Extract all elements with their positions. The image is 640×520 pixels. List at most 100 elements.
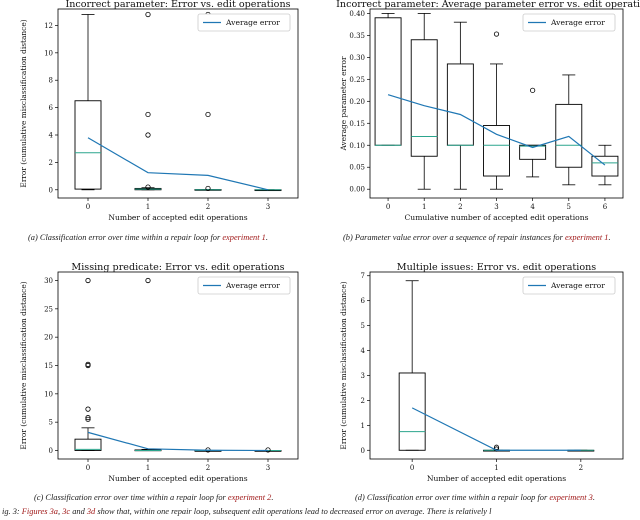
outlier-point [145,111,151,118]
x-tick-label: 6 [603,203,608,211]
y-tick-label: 4 [361,347,366,355]
caption-c-ref[interactable]: experiment 2 [227,493,272,502]
x-axis-label: Cumulative number of accepted edit opera… [405,213,589,222]
legend-label: Average error [550,18,605,27]
x-tick-label: 0 [410,464,414,472]
x-tick-label: 3 [266,203,270,211]
y-axis-label: Error (cumulative misclassification dist… [19,281,28,449]
footer-prefix: ig. 3: [2,507,22,516]
y-tick-label: 0.15 [349,120,365,128]
plot-frame [369,271,624,460]
box-0 [374,12,402,146]
caption-c-end: . [271,493,274,502]
box-4 [519,87,547,178]
y-tick-label: 10 [44,390,53,398]
legend-label: Average error [225,18,280,27]
footer-ref-3d[interactable]: 3d [86,507,96,516]
outlier-point [493,31,500,37]
box-0 [74,277,102,451]
box-0 [74,14,102,191]
y-tick-label: 0.10 [349,142,365,150]
legend-label: Average error [225,281,280,290]
y-tick-label: 0 [49,186,53,194]
outlier-point [145,11,151,18]
y-tick-label: 25 [44,305,53,313]
caption-c-label: (c) Classification error over time withi… [34,493,228,502]
footer-sep2: and [70,507,87,516]
caption-c: (c) Classification error over time withi… [34,493,273,502]
x-tick-label: 1 [494,464,498,472]
y-tick-label: 12 [44,22,53,30]
outlier-point [85,406,91,412]
y-tick-label: 5 [49,419,53,427]
x-tick-label: 3 [494,203,498,211]
box-2 [194,11,222,192]
footer-ref-3a[interactable]: Figures 3a [21,507,58,516]
y-tick-label: 0 [49,447,53,455]
box-iqr [555,103,583,168]
y-tick-label: 2 [361,397,365,405]
box-6 [591,144,619,186]
box-1 [134,11,162,191]
outlier-point [85,361,91,367]
outlier-point [85,277,91,284]
plot-frame [57,8,299,199]
legend-label: Average error [550,281,605,290]
legend-box [522,13,616,32]
box-3 [483,31,510,190]
x-axis-label: Number of accepted edit operations [427,474,566,483]
caption-b-ref[interactable]: experiment 1 [564,233,609,242]
box-iqr [74,100,102,190]
legend-box [197,13,291,32]
average-error-line [87,137,269,191]
outlier-point [145,184,151,190]
caption-d: (d) Classification error over time withi… [355,493,595,502]
caption-a-ref[interactable]: experiment 1 [222,233,266,242]
y-tick-label: 30 [44,277,53,285]
legend-box [197,276,291,295]
plot-frame [57,271,299,460]
y-tick-label: 10 [44,49,53,57]
average-error-line [387,94,606,166]
y-tick-label: 3 [361,372,365,380]
figure-footer: ig. 3: Figures 3a, 3c and 3d show that, … [2,507,640,516]
x-tick-label: 2 [206,464,210,472]
y-tick-label: 7 [361,272,365,280]
caption-a-label: (a) Classification error over time withi… [28,233,223,242]
caption-b-end: . [608,233,611,242]
y-tick-label: 5 [361,322,365,330]
y-tick-label: 0.05 [349,164,365,172]
outlier-point [145,132,151,138]
chart-title: Incorrect parameter: Error vs. edit oper… [65,0,290,10]
x-axis-label: Number of accepted edit operations [108,474,247,483]
y-tick-label: 4 [49,132,54,140]
y-axis-label: Error (cumulative misclassification dist… [19,19,28,187]
x-tick-label: 1 [422,203,426,211]
caption-d-ref[interactable]: experiment 3 [549,493,593,502]
y-tick-label: 0.25 [349,76,365,84]
y-axis-label: Error (cumulative misclassification dist… [339,281,348,449]
legend: Average error [522,276,616,295]
caption-d-label: (d) Classification error over time withi… [355,493,550,502]
caption-a-end: . [265,233,268,242]
caption-a: (a) Classification error over time withi… [28,233,268,242]
y-tick-label: 6 [49,104,54,112]
chart-d: Multiple issues: Error vs. edit operatio… [339,262,624,483]
chart-a: Incorrect parameter: Error vs. edit oper… [19,0,299,222]
legend: Average error [522,13,616,32]
y-tick-label: 20 [44,334,53,342]
y-tick-label: 0.35 [349,32,365,40]
chart-title: Incorrect parameter: Average parameter e… [336,0,640,10]
footer-ref-3c[interactable]: 3c [62,507,71,516]
y-tick-label: 0.20 [349,98,365,106]
average-error-line [87,431,269,452]
outlier-point [145,277,151,284]
x-tick-label: 1 [146,203,150,211]
x-tick-label: 0 [86,464,90,472]
x-tick-label: 0 [386,203,390,211]
outlier-point [205,185,211,192]
caption-d-end: . [592,493,595,502]
outlier-point [205,111,211,118]
x-tick-label: 2 [579,464,583,472]
x-tick-label: 5 [567,203,571,211]
